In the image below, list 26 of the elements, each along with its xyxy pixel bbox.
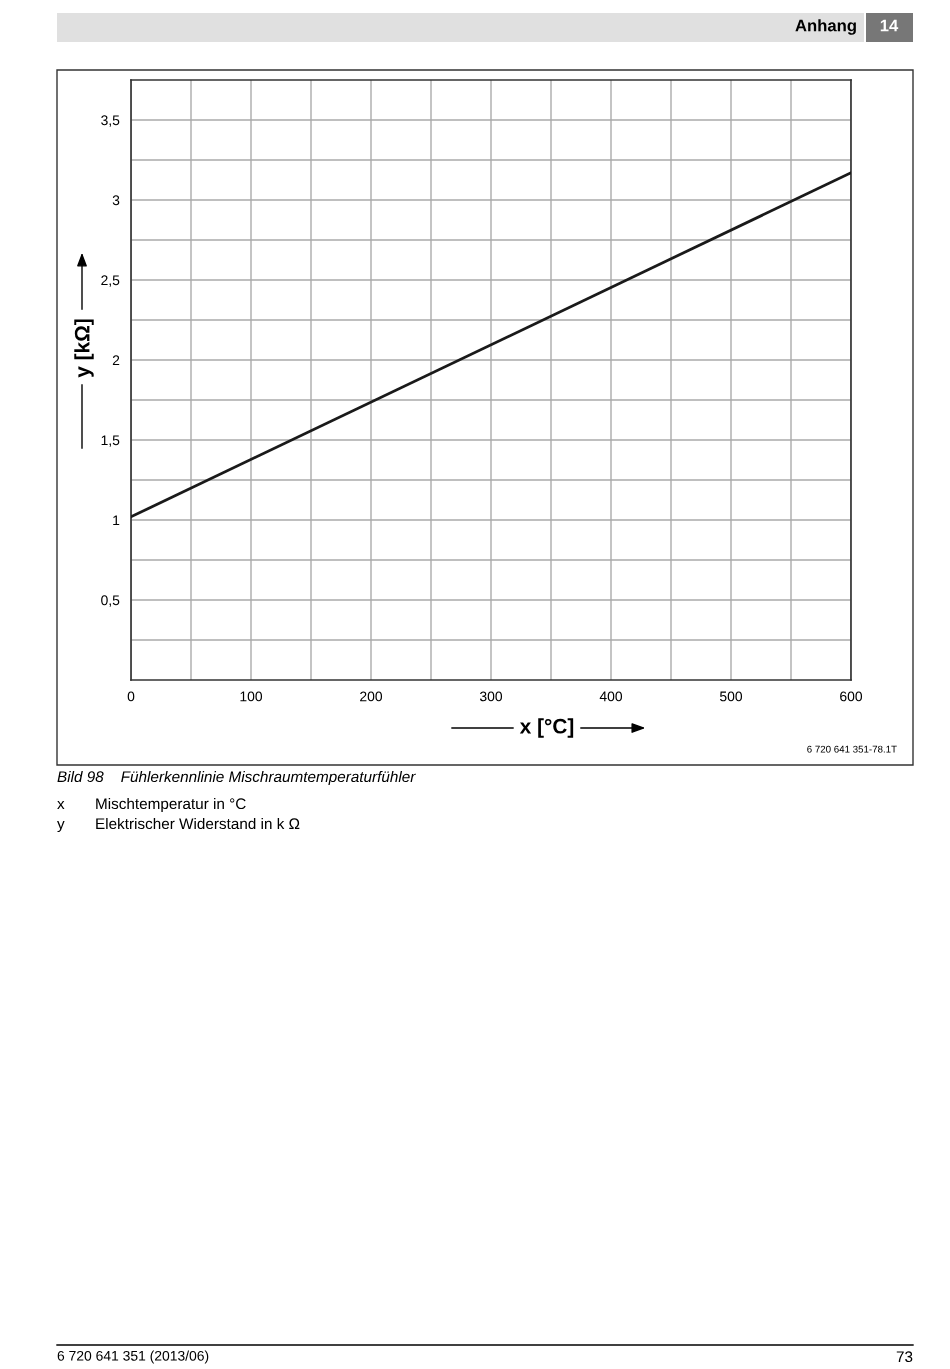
text: y xyxy=(57,820,65,833)
x-axis-title: x [°C] xyxy=(519,718,574,738)
x-tick-label: 500 xyxy=(719,691,743,702)
y-tick-label: 0,5 xyxy=(101,595,120,607)
text: x xyxy=(57,800,65,809)
x-tick-label: 600 xyxy=(840,691,863,702)
x-tick-label: 0 xyxy=(127,691,135,702)
y-tick-label: 1 xyxy=(113,515,120,526)
y-tick-label: 2 xyxy=(112,355,120,366)
text: 14 xyxy=(880,19,899,32)
text: 6 720 641 351-78.1T xyxy=(807,745,897,753)
y-tick-label: 1,5 xyxy=(101,435,120,447)
text: Mischtemperatur in °C xyxy=(96,797,246,813)
text: Bild 98 Fühlerkennlinie Mischraumtemperaturfühler xyxy=(57,770,416,786)
x-tick-label: 400 xyxy=(599,691,623,702)
y-tick-label: 2,5 xyxy=(101,275,120,287)
x-tick-label: 300 xyxy=(479,691,503,702)
y-tick-label: 3,5 xyxy=(101,115,120,127)
y-axis-title: y [kΩ] xyxy=(74,319,94,378)
y-tick-label: 3 xyxy=(112,195,120,206)
text: 6 720 641 351 (2013/06) xyxy=(57,1350,209,1364)
text: Elektrischer Widerstand in k Ω xyxy=(96,817,300,830)
x-tick-label: 200 xyxy=(360,691,383,702)
text: Anhang xyxy=(795,19,856,35)
x-tick-label: 100 xyxy=(240,691,263,702)
text: 73 xyxy=(896,1351,913,1363)
